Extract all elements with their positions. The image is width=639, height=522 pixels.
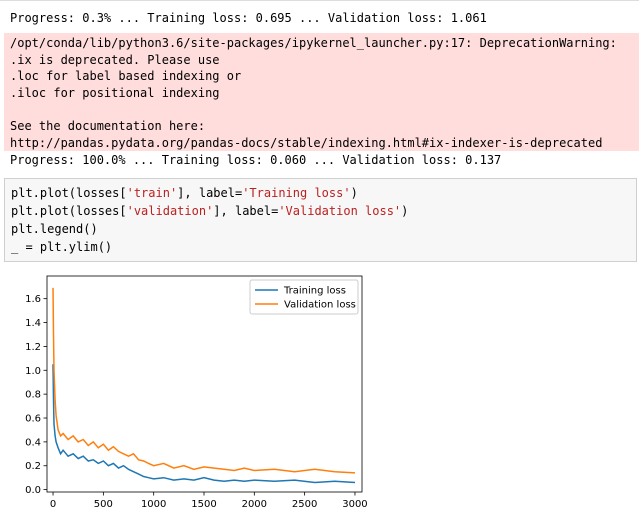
y-tick-label: 0.2 xyxy=(25,461,41,472)
y-tick-label: 0.4 xyxy=(25,437,41,448)
cell-border xyxy=(0,0,639,1)
output-line: Progress: 0.3% ... Training loss: 0.695 … xyxy=(10,11,487,25)
chart: 0.0 0.2 0.4 0.6 0.8 1.0 1.2 1.4 1.6 0 500 1000 1500 2… xyxy=(25,275,368,510)
x-tick-label: 0 xyxy=(50,499,56,510)
x-tick-label: 3000 xyxy=(342,499,367,510)
code-token: 'validation' xyxy=(126,204,214,218)
code-line: _ = plt.ylim() xyxy=(11,239,112,255)
legend-box xyxy=(249,279,359,315)
x-tick-label: 1000 xyxy=(141,499,166,510)
code-token: ], label= xyxy=(177,186,243,200)
y-tick-label: 1.4 xyxy=(25,318,41,329)
series-line xyxy=(52,364,356,484)
warning-line: http://pandas.pydata.org/pandas-docs/sta… xyxy=(10,135,603,150)
warning-line: .loc for label based indexing or xyxy=(10,69,242,83)
code-token: ) xyxy=(350,186,358,200)
y-tick-label: 0.8 xyxy=(25,390,41,401)
code-token: ], label= xyxy=(213,204,279,218)
y-tick-label: 0.0 xyxy=(25,485,41,496)
code-cell[interactable]: plt.plot(losses['train'], label='Trainin… xyxy=(4,178,637,262)
x-tick-label: 500 xyxy=(94,499,113,510)
code-line: plt.legend() xyxy=(11,221,98,237)
y-tick-label: 1.2 xyxy=(25,342,41,353)
y-tick-label: 1.6 xyxy=(25,294,41,305)
y-tick-label: 1.0 xyxy=(25,366,41,377)
code-token: plt.plot(losses[ xyxy=(11,204,127,218)
warning-line: .ix is deprecated. Please use xyxy=(10,52,220,67)
code-line: plt.plot(losses['validation'], label='Va… xyxy=(11,203,408,219)
code-token: 'Validation loss' xyxy=(278,204,402,218)
code-token: plt.plot(losses[ xyxy=(11,186,127,200)
legend-label: Validation loss xyxy=(284,300,356,311)
x-tick-label: 1500 xyxy=(191,499,216,510)
code-token: 'Training loss' xyxy=(242,186,351,200)
series-line xyxy=(52,287,356,474)
x-tick-label: 2500 xyxy=(292,499,317,510)
x-tick-label: 2000 xyxy=(242,499,267,510)
code-token: 'train' xyxy=(126,186,178,200)
code-token: plt.legend() xyxy=(11,222,98,236)
code-line: plt.plot(losses['train'], label='Trainin… xyxy=(11,185,358,201)
code-token: _ = plt.ylim() xyxy=(11,240,113,254)
warning-box: /opt/conda/lib/python3.6/site-packages/i… xyxy=(4,33,639,151)
code-token: ) xyxy=(401,204,409,218)
output-line: Progress: 100.0% ... Training loss: 0.06… xyxy=(10,153,502,167)
y-tick-label: 0.6 xyxy=(25,414,41,425)
warning-line: See the documentation here: xyxy=(10,119,206,133)
axes-frame xyxy=(46,275,363,493)
warning-line: /opt/conda/lib/python3.6/site-packages/i… xyxy=(10,36,617,50)
warning-line: .iloc for positional indexing xyxy=(10,85,220,100)
legend-label: Training loss xyxy=(283,286,346,297)
